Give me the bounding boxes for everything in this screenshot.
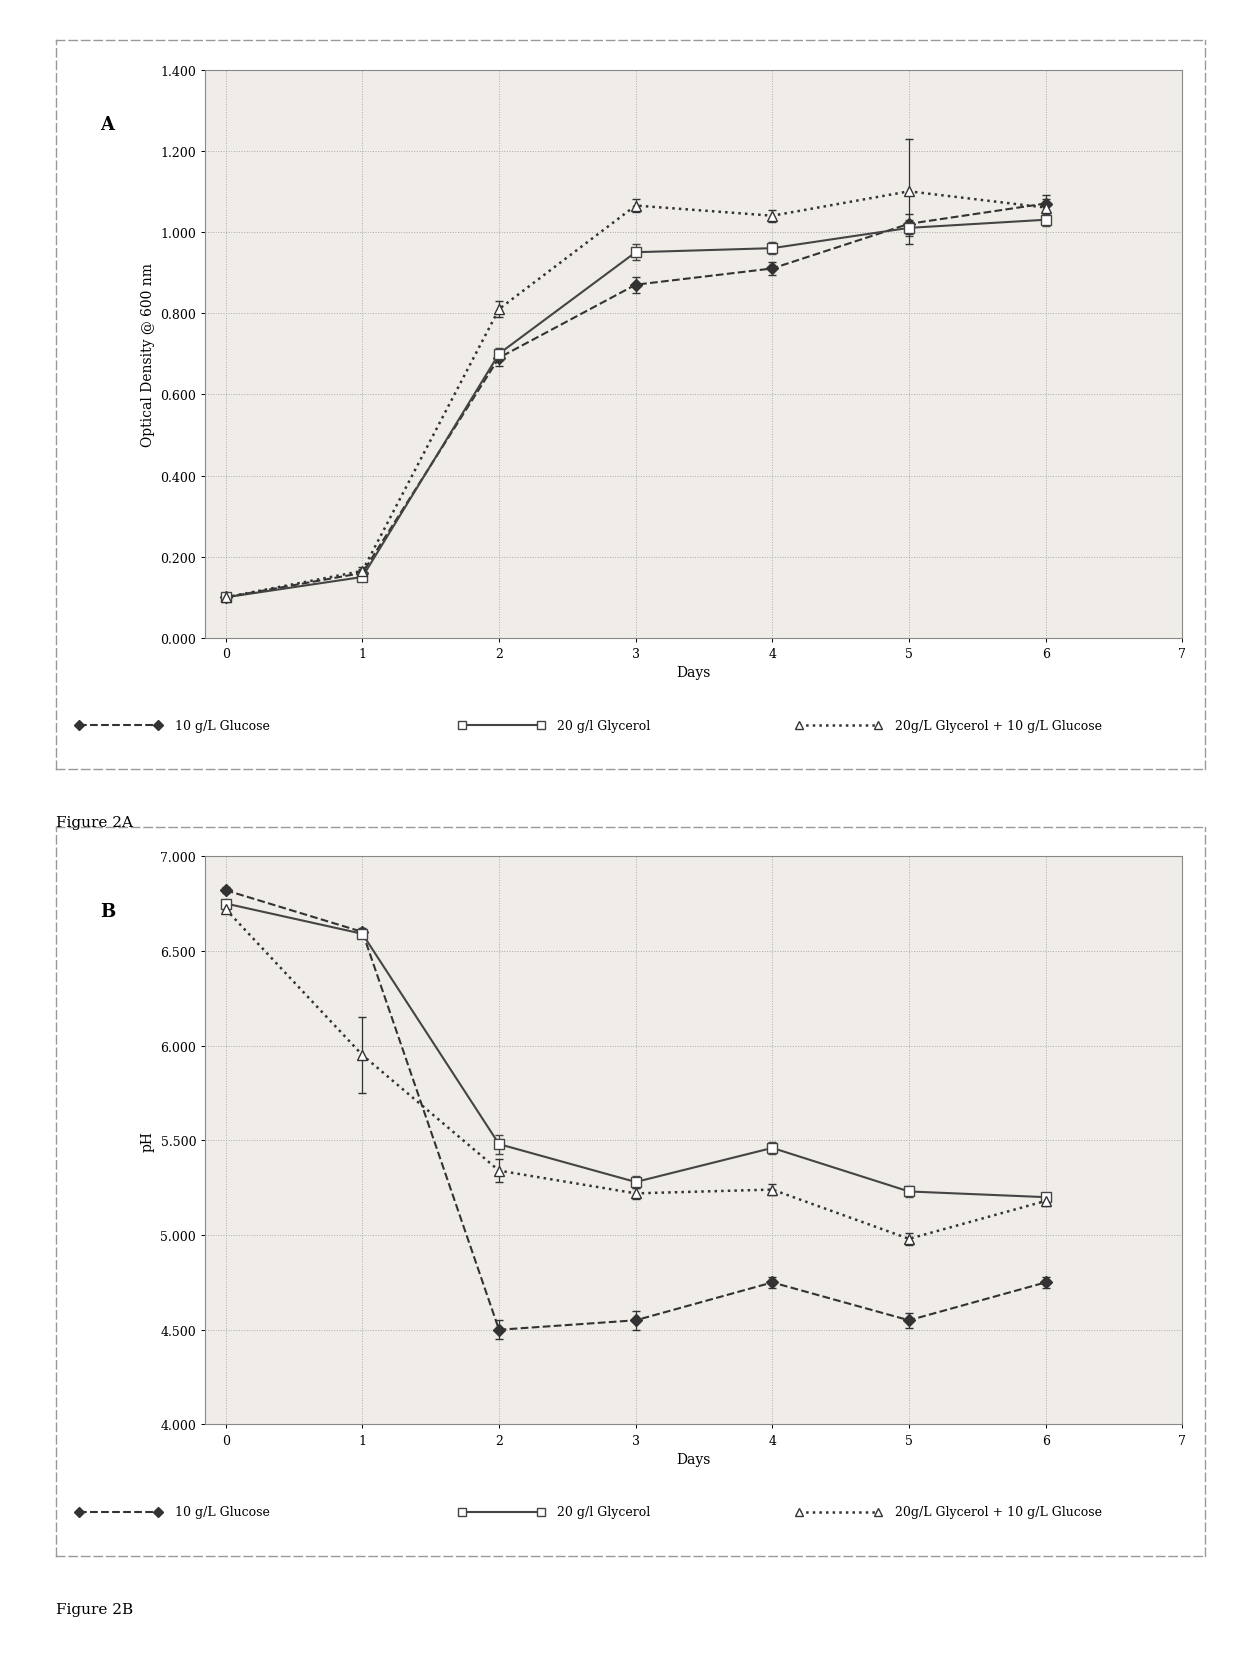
Text: 20 g/l Glycerol: 20 g/l Glycerol xyxy=(558,1506,651,1519)
Text: A: A xyxy=(100,116,114,134)
Text: Figure 2B: Figure 2B xyxy=(56,1602,133,1615)
X-axis label: Days: Days xyxy=(677,665,711,680)
Text: 10 g/L Glucose: 10 g/L Glucose xyxy=(175,1506,270,1519)
Y-axis label: pH: pH xyxy=(141,1130,155,1152)
Text: 20 g/l Glycerol: 20 g/l Glycerol xyxy=(558,720,651,733)
X-axis label: Days: Days xyxy=(677,1451,711,1466)
Text: 20g/L Glycerol + 10 g/L Glucose: 20g/L Glycerol + 10 g/L Glucose xyxy=(895,720,1102,733)
Y-axis label: Optical Density @ 600 nm: Optical Density @ 600 nm xyxy=(141,263,155,447)
Text: Figure 2A: Figure 2A xyxy=(56,816,133,829)
Text: 20g/L Glycerol + 10 g/L Glucose: 20g/L Glycerol + 10 g/L Glucose xyxy=(895,1506,1102,1519)
Text: 10 g/L Glucose: 10 g/L Glucose xyxy=(175,720,270,733)
Text: B: B xyxy=(100,902,115,920)
